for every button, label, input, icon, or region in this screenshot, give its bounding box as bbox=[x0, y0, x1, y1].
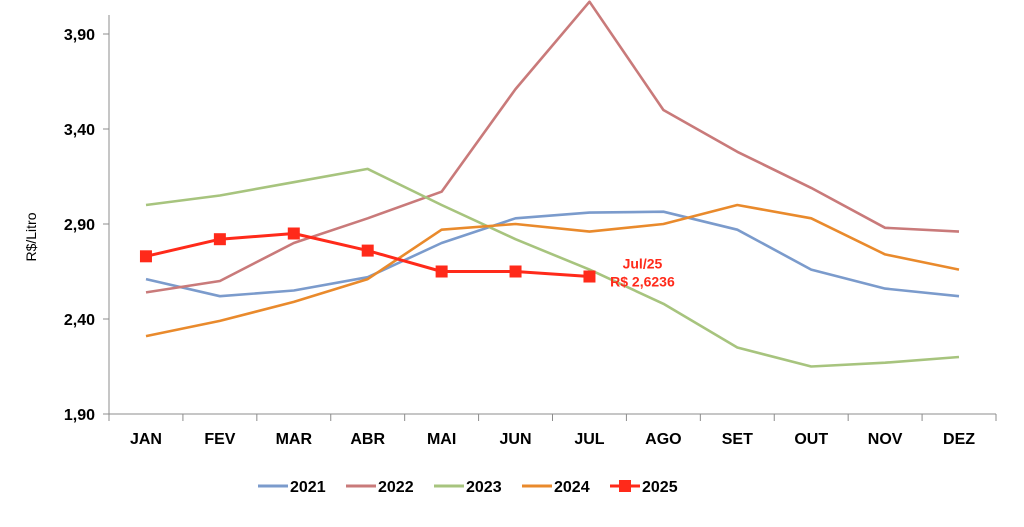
annotation-value: R$ 2,6236 bbox=[610, 274, 675, 290]
y-axis-label: R$/Litro bbox=[23, 212, 39, 261]
data-point-2025 bbox=[509, 265, 522, 278]
x-tick-label: DEZ bbox=[943, 431, 975, 448]
series-line-2024 bbox=[145, 203, 960, 338]
legend-label-2024: 2024 bbox=[554, 479, 590, 496]
x-tick-label: MAI bbox=[427, 431, 456, 448]
legend-label-2022: 2022 bbox=[378, 479, 414, 496]
x-tick-label: FEV bbox=[204, 431, 235, 448]
data-point-2025 bbox=[287, 227, 300, 240]
x-tick-label: ABR bbox=[350, 431, 385, 448]
y-tick-label: 1,90 bbox=[64, 407, 95, 424]
legend-label-2021: 2021 bbox=[290, 479, 326, 496]
y-tick-label: 2,40 bbox=[64, 312, 95, 329]
legend-marker-2025 bbox=[619, 480, 631, 492]
legend-label-2023: 2023 bbox=[466, 479, 502, 496]
data-point-2025 bbox=[583, 270, 596, 283]
y-tick-label: 3,40 bbox=[64, 122, 95, 139]
x-tick-label: JAN bbox=[130, 431, 162, 448]
series-line-2023 bbox=[145, 167, 960, 368]
data-point-2025 bbox=[139, 250, 152, 263]
x-tick-label: OUT bbox=[794, 431, 828, 448]
x-tick-label: SET bbox=[722, 431, 753, 448]
x-tick-label: JUL bbox=[574, 431, 604, 448]
x-tick-label: MAR bbox=[276, 431, 313, 448]
series-line-2021 bbox=[145, 210, 960, 298]
data-point-2025 bbox=[213, 233, 226, 246]
series-layer bbox=[139, 0, 960, 368]
axes: 1,90 2,40 2,90 3,40 3,90 JAN FEV MAR ABR MAI JUN JU… bbox=[64, 15, 997, 448]
data-point-2025 bbox=[435, 265, 448, 278]
data-point-2025 bbox=[361, 244, 374, 257]
series-line-2022 bbox=[145, 0, 960, 294]
legend: 2021 2022 2023 2024 2025 bbox=[258, 479, 678, 496]
x-tick-label: AGO bbox=[645, 431, 681, 448]
y-tick-label: 3,90 bbox=[64, 27, 95, 44]
annotation-layer: Jul/25 R$ 2,6236 bbox=[610, 256, 675, 290]
legend-label-2025: 2025 bbox=[642, 479, 678, 496]
x-tick-label: NOV bbox=[868, 431, 903, 448]
annotation-month: Jul/25 bbox=[623, 256, 663, 272]
x-tick-label: JUN bbox=[500, 431, 532, 448]
y-tick-label: 2,90 bbox=[64, 217, 95, 234]
